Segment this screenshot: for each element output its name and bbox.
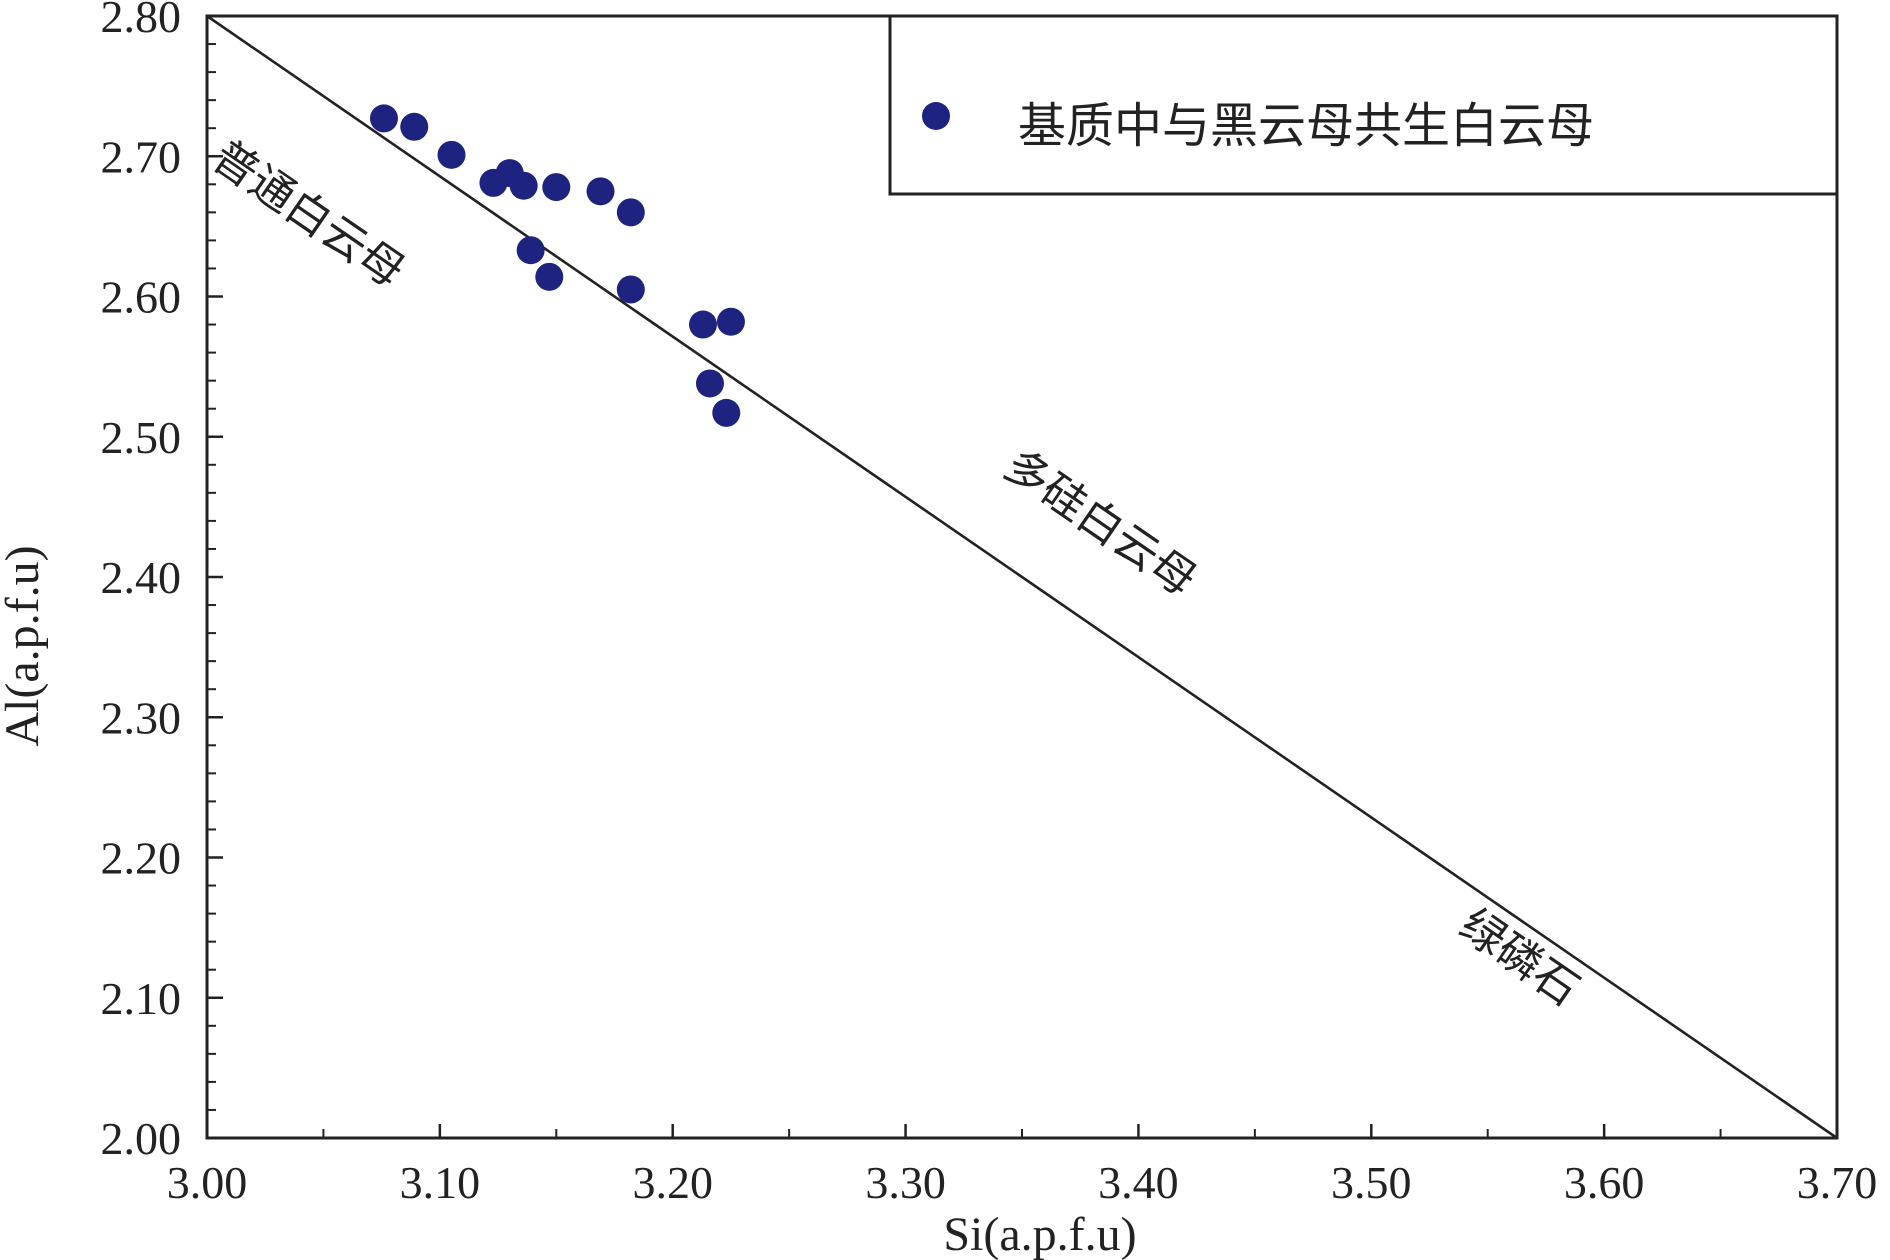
y-tick-label: 2.70 [101,131,182,182]
x-tick-label: 3.50 [1331,1157,1412,1208]
region-label: 普通白云母 [203,131,413,298]
reference-line [206,14,1838,1140]
data-point [716,307,745,336]
data-points [369,104,745,427]
data-point [369,104,398,133]
x-tick-label: 3.70 [1797,1157,1878,1208]
legend-box [888,14,1839,196]
y-tick-label: 2.40 [101,552,182,603]
data-point [516,236,545,265]
data-point [437,140,466,169]
legend-marker [922,102,950,130]
y-tick-label: 2.20 [101,833,182,884]
x-tick-label: 3.60 [1564,1157,1645,1208]
x-axis-title: Si(a.p.f.u) [943,1208,1136,1260]
data-point [509,171,538,200]
y-axis-ticks: 2.00 2.10 2.20 2.30 2.40 2.50 2.60 2.70 2.80 [101,0,223,1164]
x-tick-label: 3.10 [400,1157,481,1208]
x-tick-label: 3.00 [167,1157,248,1208]
x-tick-label: 3.30 [865,1157,946,1208]
y-axis-title: Al(a.p.f.u) [0,545,49,746]
data-point [586,177,615,206]
data-point [712,398,741,427]
data-point [616,275,645,304]
x-axis-ticks: 3.00 3.10 3.20 3.30 3.40 3.50 3.60 3.70 [167,1124,1878,1208]
y-tick-label: 2.80 [101,0,182,42]
x-tick-label: 3.40 [1098,1157,1179,1208]
data-point [695,369,724,398]
data-point [400,112,429,141]
y-tick-label: 2.60 [101,272,182,323]
y-tick-label: 2.10 [101,973,182,1024]
data-point [542,173,571,202]
legend: 基质中与黑云母共生白云母 [888,14,1839,196]
y-tick-label: 2.00 [101,1113,182,1164]
data-point [616,198,645,227]
region-label: 绿磷石 [1450,899,1588,1016]
data-point [535,262,564,291]
y-tick-label: 2.30 [101,692,182,743]
data-point [688,310,717,339]
legend-label: 基质中与黑云母共生白云母 [1018,98,1594,154]
x-tick-label: 3.20 [632,1157,713,1208]
y-tick-label: 2.50 [101,412,182,463]
